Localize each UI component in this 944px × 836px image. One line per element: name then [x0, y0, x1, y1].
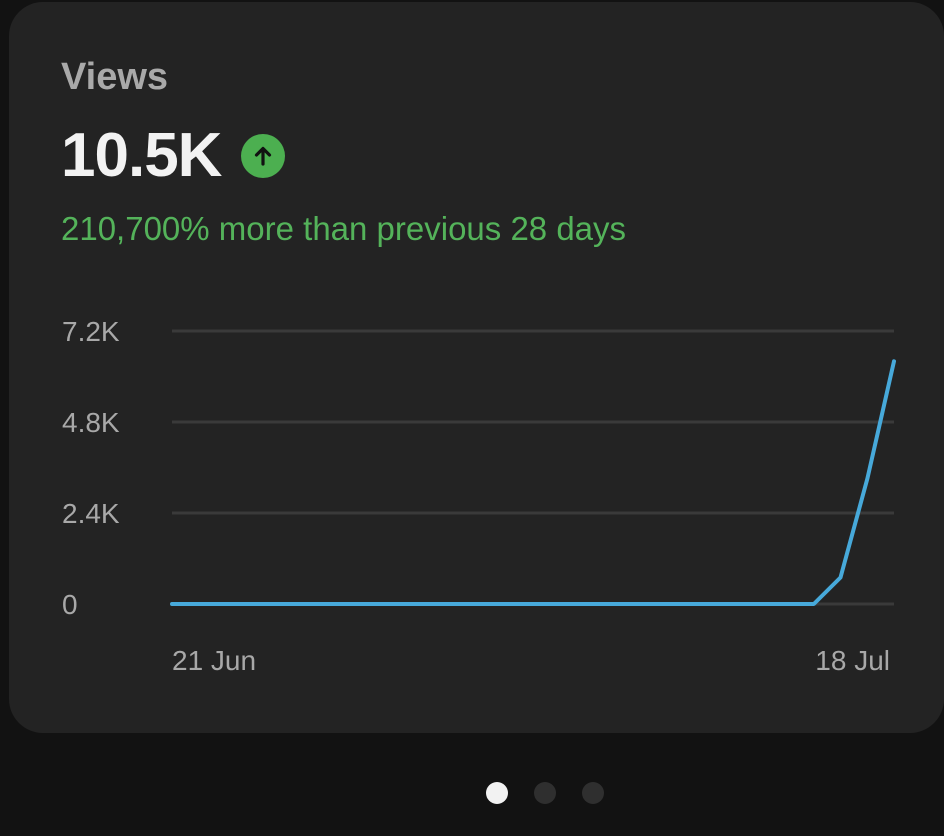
page-dot[interactable] — [582, 782, 604, 804]
metric-row: 10.5K — [61, 120, 286, 191]
card-title: Views — [61, 56, 169, 98]
y-tick-label: 0 — [62, 589, 78, 620]
page-dot[interactable] — [486, 782, 508, 804]
views-card: Views 10.5K 210,700% more than previous … — [9, 2, 944, 733]
y-tick-label: 7.2K — [62, 316, 120, 347]
change-text: 210,700% more than previous 28 days — [61, 210, 627, 247]
views-series-line — [170, 359, 896, 606]
arrow-up-circle-icon — [241, 133, 286, 178]
y-tick-label: 4.8K — [62, 407, 120, 438]
x-tick-label: 21 Jun — [172, 645, 256, 676]
x-axis-labels: 21 Jun 18 Jul — [172, 645, 890, 676]
chart-grid — [172, 329, 894, 606]
y-tick-label: 2.4K — [62, 498, 120, 529]
page-indicator — [0, 782, 944, 806]
views-total: 10.5K — [61, 121, 222, 190]
x-tick-label: 18 Jul — [815, 645, 890, 676]
y-axis-labels: 0 2.4K 4.8K 7.2K — [62, 316, 120, 620]
page-dot[interactable] — [534, 782, 556, 804]
series-points — [171, 361, 895, 605]
